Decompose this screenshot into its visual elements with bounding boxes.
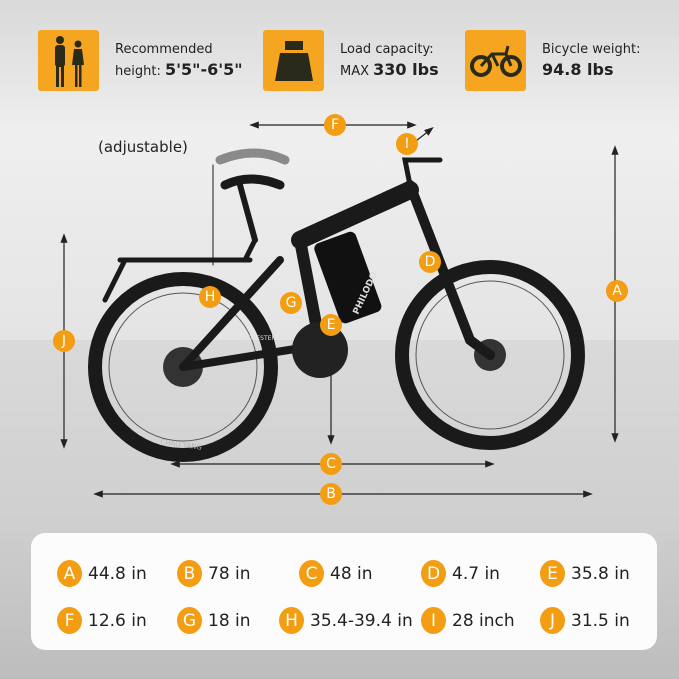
spec-value: 28 inch <box>452 610 515 631</box>
spec-table: A 44.8 in B 78 in C 48 in D 4.7 in E 35.8 in … <box>31 533 657 650</box>
marker-f: F <box>324 114 346 136</box>
spec-e: E 35.8 in <box>540 560 630 587</box>
spec-letter: D <box>421 560 446 587</box>
spec-i: I 28 inch <box>421 607 515 634</box>
spec-value: 35.8 in <box>571 563 630 584</box>
marker-a: A <box>606 280 628 302</box>
spec-h: H 35.4-39.4 in <box>279 607 413 634</box>
spec-g: G 18 in <box>177 607 251 634</box>
spec-letter: H <box>279 607 304 634</box>
marker-d: D <box>419 251 441 273</box>
marker-i: I <box>396 133 418 155</box>
marker-g: G <box>280 292 302 314</box>
marker-h: H <box>199 286 221 308</box>
weight-icon <box>263 30 324 91</box>
adjustable-note: (adjustable) <box>98 138 188 156</box>
feature-weight: Bicycle weight: 94.8 lbs <box>465 30 640 91</box>
chainstay-text: FORESTER <box>244 335 276 342</box>
feature-prefix: height: <box>115 63 161 79</box>
feature-height: Recommended height: 5'5"-6'5" <box>38 30 243 91</box>
marker-c: C <box>320 453 342 475</box>
people-icon <box>38 30 99 91</box>
spec-j: J 31.5 in <box>540 607 630 634</box>
spec-value: 48 in <box>330 563 373 584</box>
bike-frame <box>102 148 495 371</box>
feature-label: Bicycle weight: <box>542 41 641 57</box>
spec-letter: E <box>540 560 565 587</box>
feature-label: Recommended <box>115 41 213 57</box>
spec-a: A 44.8 in <box>57 560 147 587</box>
spec-c: C 48 in <box>299 560 373 587</box>
spec-d: D 4.7 in <box>421 560 500 587</box>
spec-value: 78 in <box>208 563 251 584</box>
feature-value: 330 lbs <box>373 59 439 79</box>
spec-f: F 12.6 in <box>57 607 147 634</box>
feature-prefix: MAX <box>340 63 370 79</box>
spec-letter: B <box>177 560 202 587</box>
spec-letter: J <box>540 607 565 634</box>
spec-value: 12.6 in <box>88 610 147 631</box>
feature-value: 5'5"-6'5" <box>164 59 243 79</box>
spec-letter: A <box>57 560 82 587</box>
spec-letter: F <box>57 607 82 634</box>
spec-letter: C <box>299 560 324 587</box>
marker-e: E <box>320 314 342 336</box>
bicycle-icon <box>465 30 526 91</box>
spec-letter: I <box>421 607 446 634</box>
marker-b: B <box>320 483 342 505</box>
feature-label: Load capacity: <box>340 41 434 57</box>
spec-b: B 78 in <box>177 560 251 587</box>
battery <box>314 231 382 324</box>
feature-value: 94.8 lbs <box>542 59 614 79</box>
spec-letter: G <box>177 607 202 634</box>
spec-value: 18 in <box>208 610 251 631</box>
feature-load: Load capacity: MAX 330 lbs <box>263 30 439 91</box>
spec-value: 31.5 in <box>571 610 630 631</box>
spec-value: 44.8 in <box>88 563 147 584</box>
spec-value: 4.7 in <box>452 563 500 584</box>
spec-value: 35.4-39.4 in <box>310 610 413 631</box>
marker-j: J <box>53 330 75 352</box>
